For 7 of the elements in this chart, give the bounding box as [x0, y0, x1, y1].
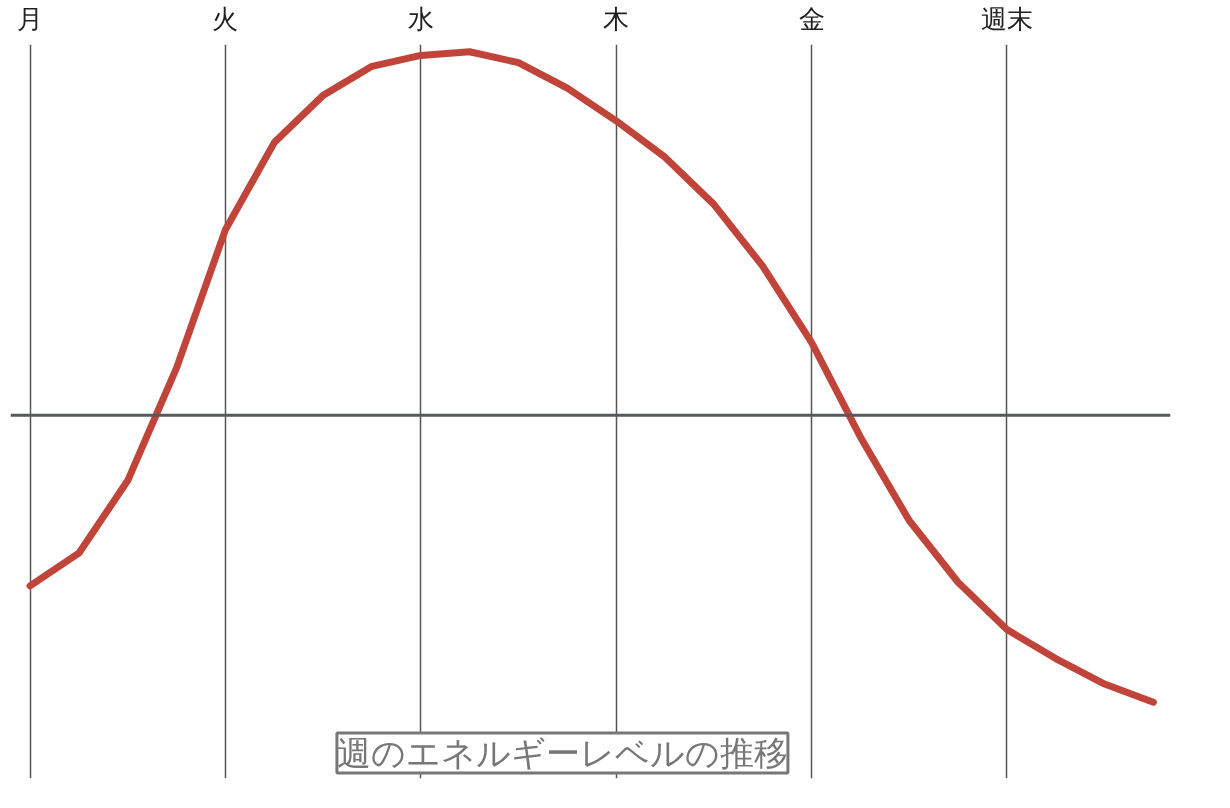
x-tick-label: 木 [603, 3, 630, 34]
x-tick-label: 週末 [980, 3, 1033, 34]
x-tick-label: 水 [407, 3, 434, 34]
x-tick-label: 金 [798, 3, 825, 34]
x-tick-label: 月 [17, 3, 44, 34]
x-tick-label: 火 [212, 3, 239, 34]
text: 週のエネルギーレベルの推移 [336, 733, 788, 774]
